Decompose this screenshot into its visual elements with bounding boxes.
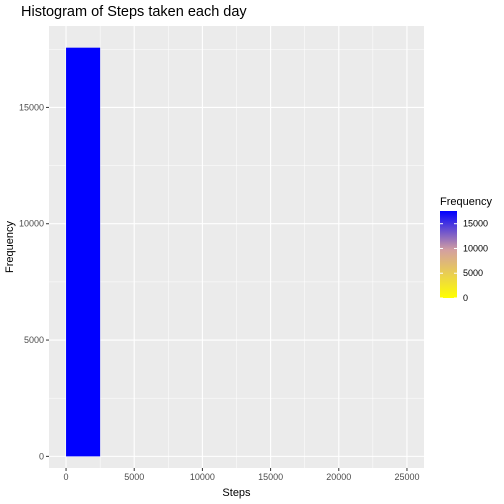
y-axis-ticks: 0 5000 10000 15000 (19, 102, 49, 461)
y-axis-title: Frequency (4, 221, 16, 273)
y-tick-label: 10000 (19, 219, 44, 229)
x-tick-label: 0 (64, 472, 69, 482)
legend-ticks: 0 5000 10000 15000 (440, 219, 488, 303)
y-tick-label: 5000 (24, 335, 44, 345)
chart-title: Histogram of Steps taken each day (21, 4, 247, 20)
legend-title: Frequency (440, 196, 492, 208)
x-axis-ticks: 0 5000 10000 15000 20000 25000 (64, 468, 419, 482)
bars (66, 47, 101, 457)
legend-tick-label: 15000 (463, 219, 488, 229)
legend-colorbar (440, 211, 457, 298)
histogram-bar (66, 47, 101, 457)
legend-tick-label: 0 (463, 293, 468, 303)
x-tick-label: 10000 (190, 472, 215, 482)
x-tick-label: 20000 (326, 472, 351, 482)
x-tick-label: 15000 (258, 472, 283, 482)
x-tick-label: 25000 (394, 472, 419, 482)
x-axis-title: Steps (222, 487, 251, 499)
y-tick-label: 15000 (19, 102, 44, 112)
legend-tick-label: 10000 (463, 243, 488, 253)
y-tick-label: 0 (39, 451, 44, 461)
legend: Frequency 0 5000 10000 15000 (440, 196, 492, 303)
x-tick-label: 5000 (124, 472, 144, 482)
legend-tick-label: 5000 (463, 268, 483, 278)
